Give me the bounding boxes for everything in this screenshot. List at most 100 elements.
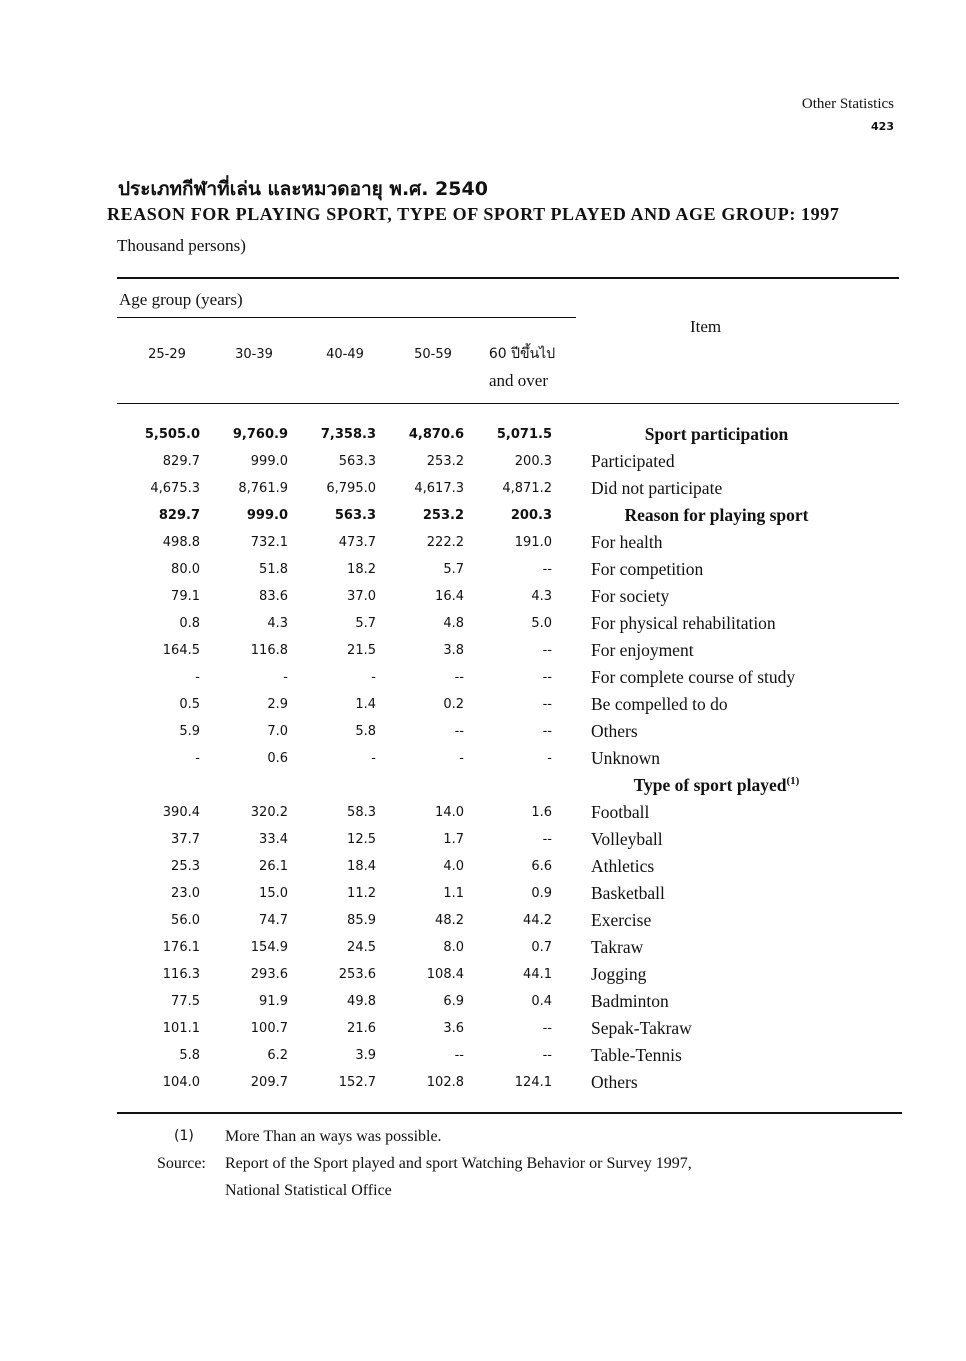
table-row: 5.9 7.0 5.8 -- -- Others — [118, 718, 861, 745]
value-cell: 0.2 — [443, 697, 464, 712]
value-cell: 390.4 — [162, 805, 200, 820]
value-cell: 23.0 — [171, 886, 200, 901]
value-cell: 37.0 — [347, 589, 376, 604]
item-text: Exercise — [591, 910, 652, 930]
item-text: Reason for playing sport — [624, 505, 809, 525]
value-cell: 293.6 — [250, 967, 288, 982]
value-cell — [288, 772, 376, 799]
value-cell — [464, 772, 552, 799]
item-text: For complete course of study — [591, 667, 796, 687]
value-cell: - — [371, 670, 376, 685]
value-cell: 6.2 — [267, 1048, 288, 1063]
value-cell: 0.5 — [179, 697, 200, 712]
table-row: 164.5 116.8 21.5 3.8 -- For enjoyment — [118, 637, 861, 664]
item-label: For health — [552, 529, 861, 556]
item-header: Item — [690, 317, 722, 336]
value-cell: 79.1 — [171, 589, 200, 604]
value-cell: 6,795.0 — [326, 481, 376, 496]
value-cell: -- — [542, 1048, 552, 1063]
item-label: Table-Tennis — [552, 1042, 861, 1069]
value-cell: 5.7 — [355, 616, 376, 631]
value-cell: - — [459, 751, 464, 766]
value-cell: 222.2 — [426, 535, 464, 550]
value-cell: 999.0 — [250, 454, 288, 469]
item-label: Athletics — [552, 853, 861, 880]
item-label: Did not participate — [552, 475, 861, 502]
value-cell: 116.3 — [162, 967, 200, 982]
value-cell: 209.7 — [250, 1075, 288, 1090]
item-label: Football — [552, 799, 861, 826]
item-text: Volleyball — [591, 829, 663, 849]
value-cell: 44.2 — [523, 913, 552, 928]
value-cell: 9,760.9 — [232, 427, 288, 442]
value-cell: 56.0 — [171, 913, 200, 928]
table-row: 5,505.0 9,760.9 7,358.3 4,870.6 5,071.5 Sport… — [118, 421, 861, 448]
table-row: 104.0 209.7 152.7 102.8 124.1 Others — [118, 1069, 861, 1096]
value-cell: 4.3 — [531, 589, 552, 604]
value-cell: 3.6 — [443, 1021, 464, 1036]
table-row: Type of sport played(1) — [118, 772, 861, 799]
value-cell: 108.4 — [426, 967, 464, 982]
value-cell: 18.4 — [347, 859, 376, 874]
value-cell: 77.5 — [171, 994, 200, 1009]
value-cell: 80.0 — [171, 562, 200, 577]
table-row: 0.8 4.3 5.7 4.8 5.0 For physical rehabilitati… — [118, 610, 861, 637]
value-cell: 0.7 — [531, 940, 552, 955]
top-rule — [117, 277, 899, 279]
value-cell: 124.1 — [514, 1075, 552, 1090]
value-cell: 3.8 — [443, 643, 464, 658]
value-cell: 4.8 — [443, 616, 464, 631]
value-cell: 320.2 — [250, 805, 288, 820]
item-text: Takraw — [591, 937, 644, 957]
value-cell: 21.5 — [347, 643, 376, 658]
value-cell: 473.7 — [338, 535, 376, 550]
value-cell: 85.9 — [347, 913, 376, 928]
item-text: Unknown — [591, 748, 661, 768]
value-cell: 1.1 — [443, 886, 464, 901]
value-cell: 18.2 — [347, 562, 376, 577]
item-text: Basketball — [591, 883, 665, 903]
value-cell: 200.3 — [510, 508, 552, 523]
value-cell: -- — [542, 832, 552, 847]
item-label: Others — [552, 1069, 861, 1096]
item-label: Basketball — [552, 880, 861, 907]
data-table: 5,505.0 9,760.9 7,358.3 4,870.6 5,071.5 Sport… — [118, 421, 861, 1096]
value-cell: - — [283, 670, 288, 685]
value-cell: 0.4 — [531, 994, 552, 1009]
item-text: Be compelled to do — [591, 694, 728, 714]
table-row: - 0.6 - - - Unknown — [118, 745, 861, 772]
value-cell: 101.1 — [162, 1021, 200, 1036]
value-cell: 4.0 — [443, 859, 464, 874]
value-cell: 5.0 — [531, 616, 552, 631]
table-row: 37.7 33.4 12.5 1.7 -- Volleyball — [118, 826, 861, 853]
value-cell: 0.6 — [267, 751, 288, 766]
value-cell: 164.5 — [162, 643, 200, 658]
value-cell: 15.0 — [259, 886, 288, 901]
table-row: 5.8 6.2 3.9 -- -- Table-Tennis — [118, 1042, 861, 1069]
value-cell: 8.0 — [443, 940, 464, 955]
value-cell: -- — [542, 562, 552, 577]
value-cell: 44.1 — [523, 967, 552, 982]
item-text: For enjoyment — [591, 640, 694, 660]
value-cell: 6.6 — [531, 859, 552, 874]
item-text: Others — [591, 1072, 638, 1092]
value-cell: 1.7 — [443, 832, 464, 847]
item-text: Jogging — [591, 964, 647, 984]
item-label: Sepak-Takraw — [552, 1015, 861, 1042]
value-cell: 51.8 — [259, 562, 288, 577]
value-cell: 563.3 — [338, 454, 376, 469]
age-group-header: Age group (years) — [119, 290, 243, 309]
value-cell: 1.4 — [355, 697, 376, 712]
item-text: Did not participate — [591, 478, 723, 498]
item-label: For complete course of study — [552, 664, 861, 691]
value-cell: 0.8 — [179, 616, 200, 631]
group-rule — [117, 317, 576, 318]
col-header-40-49: 40-49 — [326, 347, 364, 362]
value-cell: 5,071.5 — [496, 427, 552, 442]
item-text: Participated — [591, 451, 675, 471]
item-text: Sepak-Takraw — [591, 1018, 692, 1038]
value-cell: 58.3 — [347, 805, 376, 820]
title-thai: ประเภทกีฬาที่เล่น และหมวดอายุ พ.ศ. 2540 — [118, 178, 488, 200]
value-cell: -- — [542, 643, 552, 658]
table-row: 829.7 999.0 563.3 253.2 200.3 Reason for play… — [118, 502, 861, 529]
